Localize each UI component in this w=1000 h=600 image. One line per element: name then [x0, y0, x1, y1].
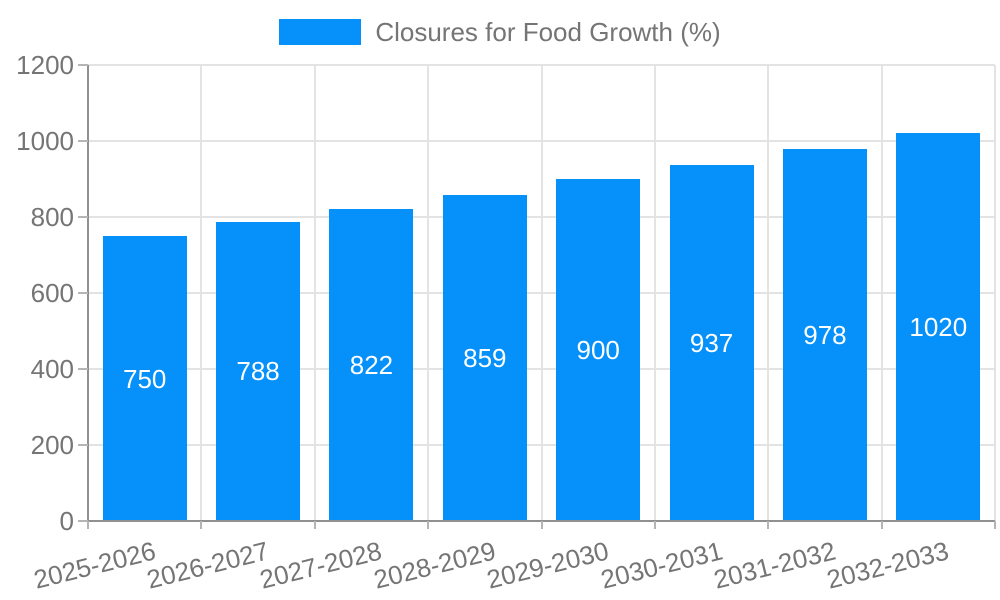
x-axis-label: 2030-2031 [597, 535, 726, 595]
x-axis-tick [653, 521, 656, 529]
bar-value-label: 859 [463, 342, 507, 373]
y-axis-line [87, 65, 89, 529]
bar-value-label: 937 [689, 327, 734, 358]
x-gridline [653, 65, 656, 521]
bar[interactable] [442, 194, 527, 521]
bar[interactable] [669, 164, 754, 521]
y-axis-label: 200 [30, 430, 74, 460]
bar[interactable] [216, 221, 301, 521]
bar[interactable] [556, 179, 641, 521]
chart-legend: Closures for Food Growth (%) [0, 18, 1000, 46]
x-axis-label: 2027-2028 [257, 535, 386, 595]
y-axis-label: 600 [30, 278, 74, 308]
y-axis-tick [78, 292, 88, 294]
y-axis-label: 0 [59, 506, 74, 536]
x-gridline [880, 65, 883, 521]
y-axis-tick [78, 64, 88, 66]
y-axis-tick [78, 444, 88, 446]
bar[interactable] [782, 149, 867, 521]
x-axis-tick [427, 521, 430, 529]
bar-value-label: 900 [576, 335, 620, 365]
y-axis-label: 400 [30, 354, 74, 384]
x-axis-label: 2032-2033 [824, 535, 952, 595]
bar-value-label: 822 [349, 349, 394, 380]
bar-value-label: 978 [803, 320, 847, 351]
bar-value-label: 1020 [909, 312, 968, 343]
y-axis-tick [78, 520, 88, 522]
y-axis-tick [78, 368, 88, 370]
y-axis-label: 800 [30, 202, 74, 232]
x-axis-tick [994, 521, 996, 529]
legend-swatch-icon [279, 19, 362, 45]
x-gridline [427, 65, 430, 521]
bar[interactable] [102, 236, 187, 521]
bar[interactable] [896, 133, 981, 521]
x-axis-label: 2028-2029 [370, 535, 499, 595]
x-gridline [313, 65, 316, 521]
x-axis-tick [767, 521, 770, 529]
x-axis-label: 2026-2027 [143, 535, 272, 595]
legend-label: Closures for Food Growth (%) [375, 17, 721, 47]
x-axis-tick [880, 521, 883, 529]
y-axis-tick [78, 216, 88, 218]
y-axis-label: 1200 [16, 50, 74, 80]
bar-value-label: 788 [236, 356, 280, 387]
x-axis-label: 2031-2032 [710, 535, 839, 595]
x-axis-tick [313, 521, 316, 529]
y-axis-label: 1000 [16, 126, 74, 156]
bar-value-label: 750 [122, 363, 167, 394]
x-gridline [767, 65, 770, 521]
x-axis-label: 2029-2030 [483, 535, 612, 595]
x-axis-tick [200, 521, 203, 529]
x-gridline [994, 65, 996, 521]
x-axis-tick [87, 521, 89, 529]
x-gridline [200, 65, 203, 521]
x-axis-tick [540, 521, 543, 529]
x-gridline [540, 65, 543, 521]
bar[interactable] [329, 208, 414, 521]
y-axis-tick [78, 140, 88, 142]
x-axis-label: 2025-2026 [30, 535, 159, 595]
